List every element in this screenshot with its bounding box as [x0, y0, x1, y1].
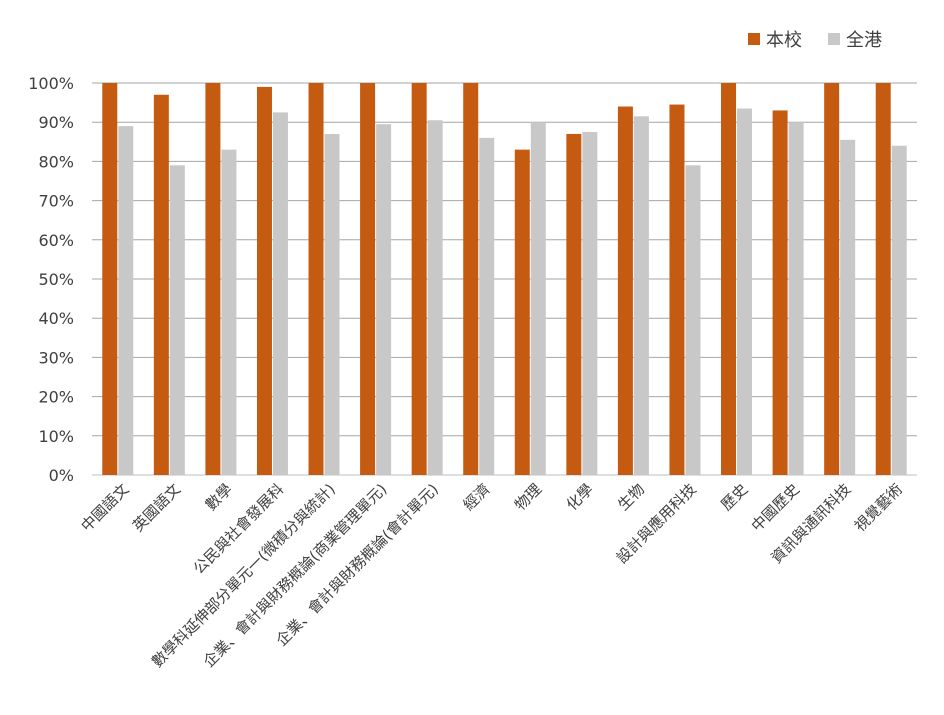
x-tick-label: 經濟	[460, 480, 494, 514]
bar-series-2	[891, 145, 907, 475]
x-tick-label: 中國語文	[77, 480, 132, 535]
y-tick-label: 0%	[49, 466, 74, 485]
legend-swatch-series-1	[748, 33, 760, 45]
bar-series-2	[685, 165, 701, 475]
bar-series-1	[102, 83, 118, 475]
bar-series-1	[617, 106, 633, 476]
y-tick-label: 100%	[28, 74, 74, 93]
legend-item-series-1: 本校	[748, 26, 802, 52]
bar-series-2	[840, 139, 856, 475]
x-tick-label: 企業、會計與財務概論(商業管理單元)	[200, 480, 391, 671]
x-tick-label: 歷史	[717, 480, 751, 514]
x-tick-label: 物理	[511, 480, 545, 514]
legend-label-series-2: 全港	[846, 30, 882, 51]
bar-series-2	[530, 122, 546, 475]
y-axis-tick-labels: 0% 10% 20% 30% 40% 50% 60% 70% 80% 90% 100%	[28, 74, 74, 485]
x-tick-label: 數學科延伸部分單元一(微積分與統計)	[148, 480, 339, 671]
bar-series-1	[153, 94, 169, 475]
bar-series-2	[788, 122, 804, 475]
bar-series-1	[669, 104, 685, 475]
bar-series-1	[824, 83, 840, 475]
bar-series-2	[272, 112, 288, 476]
legend-item-series-2: 全港	[828, 26, 882, 52]
bar-series-1	[360, 83, 376, 475]
y-tick-label: 20%	[38, 388, 74, 407]
y-tick-label: 80%	[38, 152, 74, 171]
y-tick-label: 10%	[38, 427, 74, 446]
bar-series-1	[514, 149, 530, 475]
bar-series-1	[463, 83, 479, 475]
x-tick-label: 化學	[563, 480, 597, 514]
bar-series-2	[221, 149, 237, 475]
bar-series-2	[118, 126, 134, 476]
bar-series-2	[324, 133, 340, 475]
y-tick-label: 50%	[38, 270, 74, 289]
bar-series-2	[427, 120, 443, 476]
bar-series-2	[737, 108, 753, 475]
y-tick-label: 60%	[38, 231, 74, 250]
legend-label-series-1: 本校	[766, 30, 802, 51]
bars	[102, 83, 907, 476]
bar-series-1	[411, 83, 427, 475]
bar-series-1	[205, 83, 221, 475]
bar-series-1	[772, 110, 788, 475]
y-tick-label: 30%	[38, 348, 74, 367]
x-tick-label: 生物	[614, 480, 648, 514]
y-tick-label: 40%	[38, 309, 74, 328]
x-tick-label: 英國語文	[129, 480, 184, 535]
y-tick-label: 70%	[38, 192, 74, 211]
legend: 本校 全港	[748, 26, 882, 52]
bar-series-1	[721, 83, 737, 475]
bar-series-2	[479, 137, 495, 475]
x-tick-label: 公民與社會發展科	[190, 480, 288, 578]
legend-swatch-series-2	[828, 33, 840, 45]
bar-series-2	[582, 132, 598, 475]
bar-series-1	[256, 86, 272, 476]
x-tick-label: 視覺藝術	[851, 480, 906, 535]
x-tick-label: 數學	[202, 480, 236, 514]
y-tick-label: 90%	[38, 113, 74, 132]
bar-series-1	[308, 83, 324, 475]
bar-series-1	[875, 83, 891, 475]
bar-series-2	[633, 116, 649, 475]
bar-series-2	[376, 124, 392, 475]
bar-series-1	[566, 133, 582, 475]
bar-series-2	[169, 165, 185, 475]
